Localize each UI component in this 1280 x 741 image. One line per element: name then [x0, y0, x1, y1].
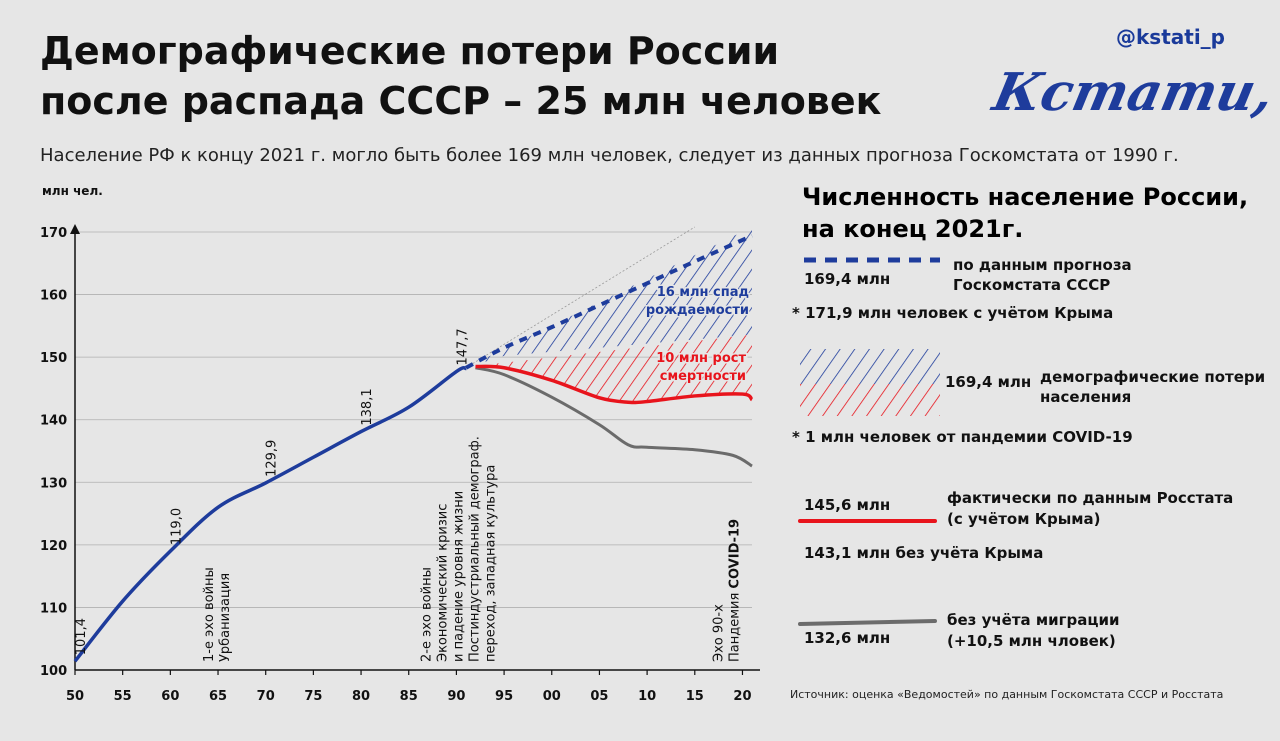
legend-blue-hatch-swatch: [800, 349, 940, 384]
x-tick-20: 20: [733, 689, 751, 704]
annotation-0-0: 16 млн спад: [657, 285, 749, 300]
event-label-1965-0: 1-е эхо войны: [202, 567, 217, 662]
event-label-2020-0: Эхо 90-х: [711, 604, 726, 662]
x-tick-70: 70: [257, 689, 275, 704]
y-tick-120: 120: [40, 539, 67, 554]
legend-covid-note: * 1 млн человек от пандемии COVID-19: [792, 428, 1133, 446]
event-label-1990-4: переход, западная культура: [483, 465, 498, 662]
annotation-1-1: смертности: [660, 369, 746, 384]
event-label-2020-1: Пандемия COVID-19: [727, 519, 742, 662]
y-tick-160: 160: [40, 289, 67, 304]
legend-red-hatch-swatch: [800, 384, 940, 416]
data-label-1990: 147,7: [455, 328, 470, 365]
x-tick-60: 60: [161, 689, 179, 704]
birth-decline-area: [465, 226, 752, 368]
x-tick-15: 15: [686, 689, 704, 704]
legend-forecast-text-1: Госкомстата СССР: [953, 276, 1110, 294]
x-tick-55: 55: [114, 689, 132, 704]
y-axis-arrow: [70, 224, 80, 234]
annotation-1-0: 10 млн рост: [656, 351, 746, 366]
y-tick-170: 170: [40, 226, 67, 241]
x-tick-80: 80: [352, 689, 370, 704]
annotation-0-1: рождаемости: [646, 303, 749, 318]
svg-text:Кстати,: Кстати,: [986, 63, 1279, 123]
legend-forecast-text-0: по данным прогноза: [953, 256, 1132, 274]
legend-nomig-text-0: без учёта миграции: [947, 611, 1119, 629]
brand-handle: @kstati_p: [1116, 25, 1225, 49]
x-tick-50: 50: [66, 689, 84, 704]
y-tick-150: 150: [40, 351, 67, 366]
event-label-1990-0: 2-е эхо войны: [419, 567, 434, 662]
data-label-1970: 129,9: [265, 440, 280, 477]
data-label-1980: 138,1: [360, 388, 375, 425]
legend-loss-value: 169,4 млн: [945, 373, 1031, 391]
legend-nomig-swatch: [798, 619, 937, 626]
y-tick-110: 110: [40, 601, 67, 616]
legend-actual-text-1: (с учётом Крыма): [947, 510, 1101, 528]
x-tick-00: 00: [543, 689, 561, 704]
source-note: Источник: оценка «Ведомостей» по данным …: [790, 688, 1224, 701]
x-tick-65: 65: [209, 689, 227, 704]
x-tick-90: 90: [447, 689, 465, 704]
data-label-1950: 101,4: [74, 618, 89, 655]
y-tick-130: 130: [40, 476, 67, 491]
event-label-1990-2: и падение уровня жизни: [451, 491, 466, 662]
event-label-1990-1: Экономический кризис: [435, 504, 450, 662]
trend-guide-line: [465, 226, 695, 369]
mortality-growth-area: [475, 334, 752, 403]
series-historical-line: [73, 366, 467, 663]
legend-title-1: на конец 2021г.: [802, 215, 1023, 243]
legend-no-crimea: 143,1 млн без учёта Крыма: [804, 544, 1043, 562]
legend-actual-value: 145,6 млн: [804, 496, 890, 514]
data-label-1960: 119,0: [169, 508, 184, 545]
legend-loss-text-0: демографические потери: [1040, 368, 1265, 386]
chart-subtitle: Население РФ к концу 2021 г. могло быть …: [40, 145, 1179, 166]
brand-logo: Кстати,: [986, 63, 1279, 123]
x-tick-05: 05: [590, 689, 608, 704]
legend-actual-text-0: фактически по данным Росстата: [947, 489, 1233, 507]
x-tick-10: 10: [638, 689, 656, 704]
legend-nomig-text-1: (+10,5 млн чловек): [947, 632, 1116, 650]
x-tick-95: 95: [495, 689, 513, 704]
chart-title: Демографические потери России после расп…: [40, 29, 882, 123]
legend-crimea-note: * 171,9 млн человек с учётом Крыма: [792, 304, 1113, 322]
legend-forecast-value: 169,4 млн: [804, 270, 890, 288]
y-axis-label: млн чел.: [42, 184, 103, 198]
y-tick-140: 140: [40, 414, 67, 429]
legend-title-0: Численность население России,: [802, 183, 1248, 211]
event-label-1990-3: Постиндустриальный демограф.: [467, 436, 482, 662]
event-label-1965-1: Урбанизация: [218, 573, 233, 662]
x-tick-85: 85: [400, 689, 418, 704]
x-tick-75: 75: [304, 689, 322, 704]
legend-nomig-value: 132,6 млн: [804, 629, 890, 647]
legend-loss-text-1: населения: [1040, 388, 1131, 406]
y-tick-100: 100: [40, 664, 67, 679]
